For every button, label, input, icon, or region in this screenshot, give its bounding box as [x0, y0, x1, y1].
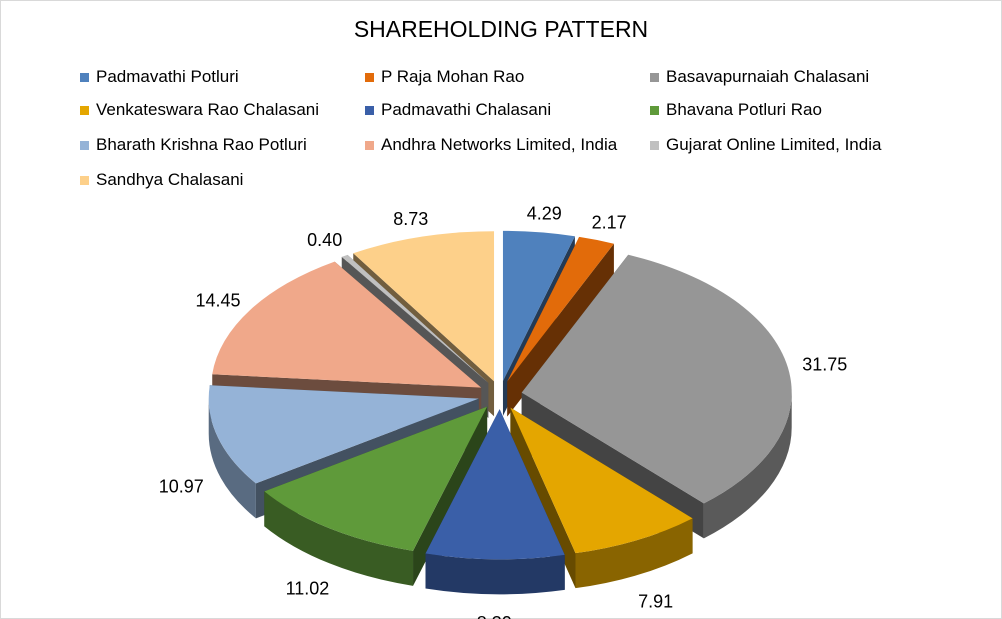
legend-item: Bharath Krishna Rao Potluri	[80, 134, 307, 156]
data-label: 4.29	[527, 204, 562, 224]
legend-swatch	[650, 140, 659, 150]
legend-swatch	[80, 175, 89, 185]
legend-item: Bhavana Potluri Rao	[650, 99, 822, 121]
legend-label: Padmavathi Chalasani	[381, 100, 552, 119]
legend-label: Bhavana Potluri Rao	[666, 100, 822, 119]
legend-swatch	[650, 105, 659, 115]
slice-outer-wall	[703, 392, 792, 539]
slice-outer-wall	[425, 553, 565, 595]
legend-item: P Raja Mohan Rao	[365, 66, 524, 88]
pie-slice	[507, 236, 614, 382]
pie-slice	[425, 409, 565, 560]
slice-side-wall	[507, 243, 614, 417]
pie-slice	[353, 231, 495, 382]
data-label: 14.45	[195, 290, 240, 310]
legend-label: Gujarat Online Limited, India	[666, 135, 882, 154]
legend-label: Bharath Krishna Rao Potluri	[96, 135, 307, 154]
pie-slice	[212, 261, 482, 388]
pie-slice	[264, 406, 488, 551]
legend-item: Basavapurnaiah Chalasani	[650, 66, 869, 88]
data-label: 10.97	[159, 476, 204, 496]
pie-slice	[521, 254, 792, 504]
chart-title: SHAREHOLDING PATTERN	[353, 16, 649, 42]
pie-slice	[341, 254, 489, 383]
data-label: 8.73	[393, 209, 428, 229]
legend-swatch	[365, 140, 374, 150]
slice-side-wall	[413, 406, 488, 586]
legend-item: Gujarat Online Limited, India	[650, 134, 881, 156]
legend-label: P Raja Mohan Rao	[381, 67, 525, 86]
legend-label: Basavapurnaiah Chalasani	[666, 67, 870, 86]
legend-item: Padmavathi Chalasani	[365, 99, 551, 121]
data-label: 7.91	[638, 591, 673, 611]
legend-label: Andhra Networks Limited, India	[381, 135, 618, 154]
legend-label: Venkateswara Rao Chalasani	[96, 100, 320, 119]
pie-slice	[510, 407, 693, 554]
pie-slice	[502, 230, 575, 381]
legend-swatch	[365, 72, 374, 82]
pie-slice	[208, 385, 479, 484]
legend-item: Venkateswara Rao Chalasani	[80, 99, 319, 121]
slice-outer-wall	[575, 518, 693, 589]
data-label: 11.02	[286, 578, 330, 598]
legend-item: Sandhya Chalasani	[80, 169, 243, 191]
legend-item: Padmavathi Potluri	[80, 66, 239, 88]
data-label: 8.30	[477, 613, 512, 619]
data-label: 2.17	[592, 212, 627, 232]
legend-swatch	[80, 140, 89, 150]
legend-item: Andhra Networks Limited, India	[365, 134, 617, 156]
slice-outer-wall	[208, 398, 256, 519]
data-label: 31.75	[802, 355, 847, 375]
legend-swatch	[80, 105, 89, 115]
data-label: 0.40	[307, 230, 342, 250]
legend-label: Sandhya Chalasani	[96, 170, 244, 189]
legend-swatch	[365, 105, 374, 115]
legend-swatch	[650, 72, 659, 82]
legend-label: Padmavathi Potluri	[96, 67, 239, 86]
slice-outer-wall	[264, 491, 414, 586]
legend-swatch	[80, 72, 89, 82]
